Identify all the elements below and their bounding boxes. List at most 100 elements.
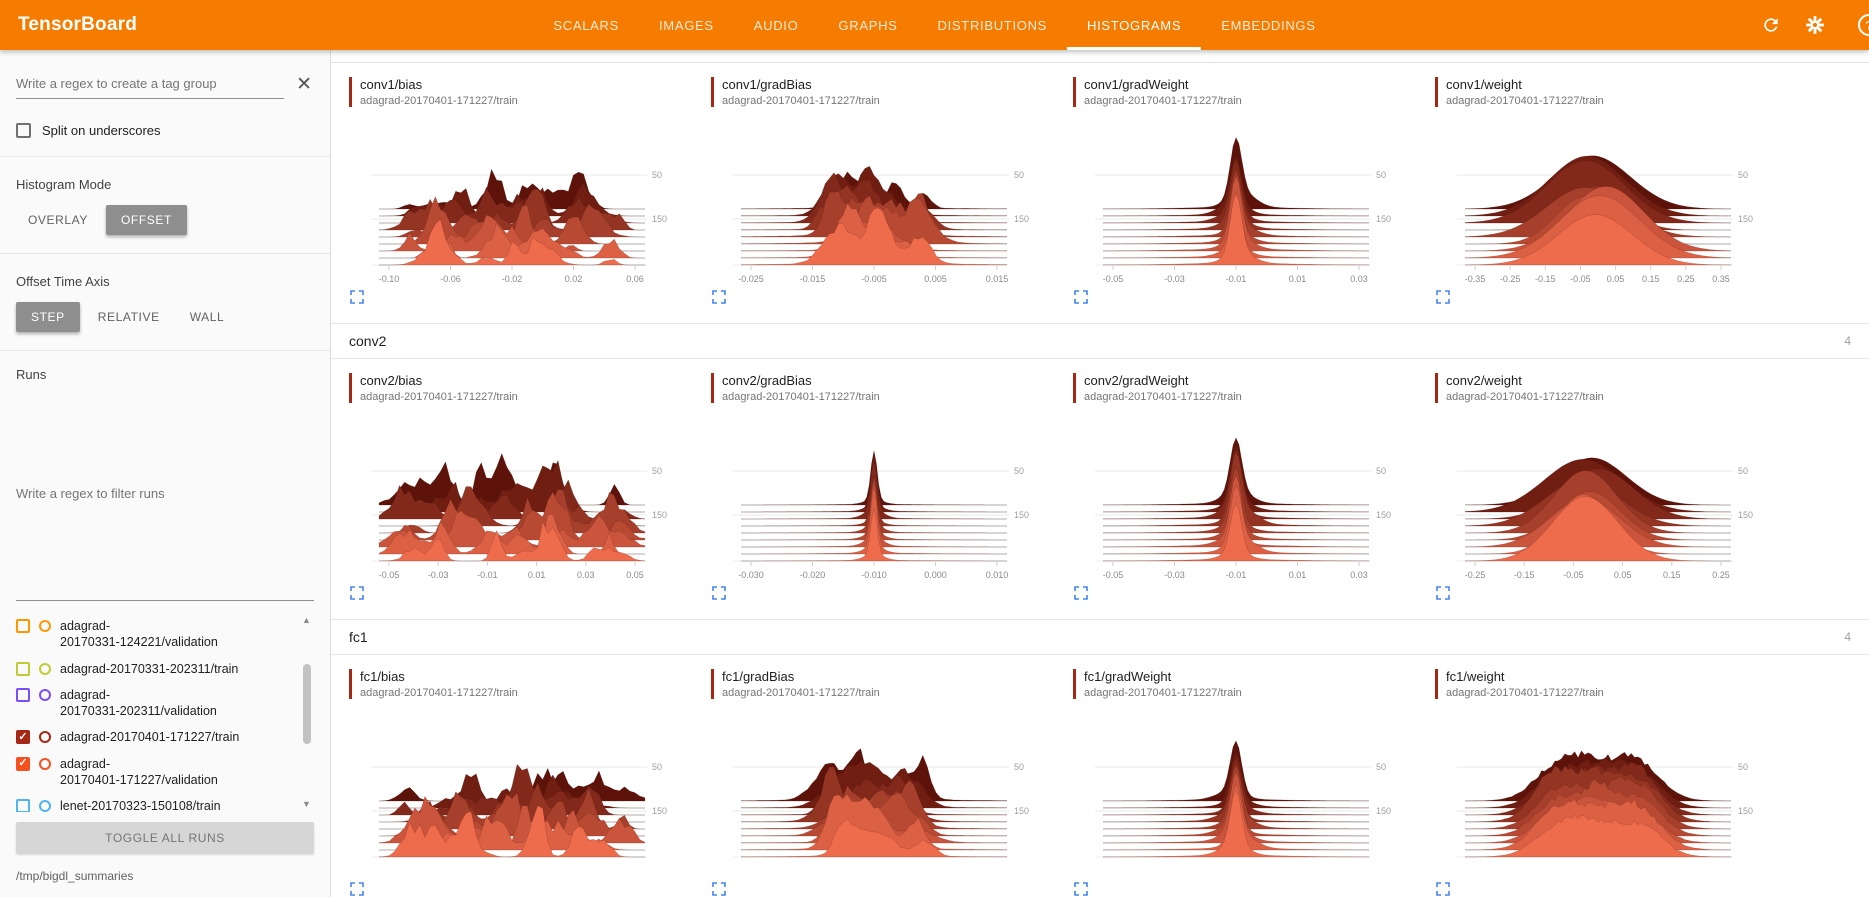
histogram-mode-offset-button[interactable]: OFFSET	[106, 205, 187, 235]
svg-text:-0.15: -0.15	[1535, 274, 1556, 284]
expand-button[interactable]	[1435, 881, 1453, 897]
histogram-card: fc1/gradWeight adagrad-20170401-171227/tr…	[1073, 669, 1419, 897]
help-icon[interactable]: ?	[1858, 14, 1869, 36]
run-checkbox[interactable]: ✓	[16, 730, 30, 745]
split-underscores-checkbox-row[interactable]: Split on underscores	[16, 123, 314, 138]
run-checkbox[interactable]: ✓	[16, 756, 30, 771]
run-list: adagrad- 20170331-124221/validation adagra…	[16, 613, 314, 812]
run-filter-input[interactable]	[16, 388, 314, 601]
svg-text:-0.05: -0.05	[379, 570, 400, 580]
expand-button[interactable]	[349, 881, 367, 897]
card-title: conv1/gradWeight	[1084, 77, 1189, 92]
section-header-fc1[interactable]: fc1 4	[331, 619, 1869, 655]
run-checkbox[interactable]	[16, 619, 30, 633]
run-row[interactable]: ✓ adagrad-20170401-171227/train	[16, 724, 292, 750]
expand-button[interactable]	[1073, 585, 1091, 603]
svg-text:0.03: 0.03	[1350, 274, 1368, 284]
expand-icon	[1074, 586, 1088, 600]
offset-time-axis-step-button[interactable]: STEP	[16, 302, 80, 332]
expand-button[interactable]	[349, 289, 367, 307]
svg-text:-0.25: -0.25	[1465, 570, 1486, 580]
log-directory-path: /tmp/bigdl_summaries	[16, 869, 134, 883]
run-row[interactable]: ✓ adagrad- 20170401-171227/validation	[16, 751, 292, 794]
tab-distributions[interactable]: DISTRIBUTIONS	[937, 17, 1048, 33]
expand-button[interactable]	[1073, 881, 1091, 897]
histogram-card: conv1/gradBias adagrad-20170401-171227/tr…	[711, 77, 1057, 307]
svg-text:0.03: 0.03	[1350, 570, 1368, 580]
run-checkbox[interactable]	[16, 799, 30, 812]
run-checkbox[interactable]	[16, 687, 30, 702]
tab-histograms[interactable]: HISTOGRAMS	[1067, 0, 1202, 50]
svg-text:-0.05: -0.05	[1103, 274, 1124, 284]
refresh-icon[interactable]	[1761, 15, 1781, 35]
svg-text:150: 150	[1738, 214, 1753, 224]
svg-text:50: 50	[652, 762, 662, 772]
svg-text:0.015: 0.015	[986, 274, 1009, 284]
card-title: conv1/gradBias	[722, 77, 812, 92]
offset-time-axis-relative-button[interactable]: RELATIVE	[97, 310, 160, 324]
run-label: adagrad- 20170331-202311/validation	[60, 687, 217, 718]
expand-icon	[350, 290, 364, 304]
svg-text:150: 150	[652, 806, 667, 816]
runs-label: Runs	[16, 367, 47, 382]
sidebar-footer: TOGGLE ALL RUNS /tmp/bigdl_summaries	[0, 812, 330, 897]
svg-text:150: 150	[1738, 806, 1753, 816]
run-row[interactable]: adagrad- 20170331-202311/validation	[16, 682, 292, 725]
settings-gear-icon[interactable]	[1805, 15, 1825, 35]
card-title: conv1/weight	[1446, 77, 1522, 92]
svg-text:0.02: 0.02	[565, 274, 583, 284]
section-header-conv2[interactable]: conv2 4	[331, 323, 1869, 359]
svg-text:-0.01: -0.01	[477, 570, 498, 580]
toggle-all-runs-button[interactable]: TOGGLE ALL RUNS	[16, 822, 314, 854]
histogram-mode-overlay-button[interactable]: OVERLAY	[28, 213, 88, 227]
tab-audio[interactable]: AUDIO	[753, 17, 799, 33]
close-icon[interactable]: ✕	[296, 74, 312, 95]
app-title: TensorBoard	[18, 14, 138, 35]
card-header: fc1/bias adagrad-20170401-171227/train	[349, 669, 695, 699]
svg-text:0.010: 0.010	[986, 570, 1009, 580]
run-color-swatch	[39, 800, 51, 812]
histogram-card: conv2/gradBias adagrad-20170401-171227/tr…	[711, 373, 1057, 603]
expand-button[interactable]	[711, 289, 729, 307]
tab-scalars[interactable]: SCALARS	[553, 17, 619, 33]
svg-text:50: 50	[1376, 170, 1386, 180]
run-row[interactable]: lenet-20170323-150108/train	[16, 793, 292, 812]
histogram-card: conv2/gradWeight adagrad-20170401-171227/…	[1073, 373, 1419, 603]
offset-time-axis-wall-button[interactable]: WALL	[189, 310, 225, 324]
tab-graphs[interactable]: GRAPHS	[838, 17, 898, 33]
header-actions	[1761, 15, 1851, 35]
svg-text:50: 50	[1014, 762, 1024, 772]
checkbox-icon[interactable]	[16, 123, 31, 138]
scroll-up-icon[interactable]: ▲	[302, 615, 311, 625]
svg-text:0.15: 0.15	[1642, 274, 1660, 284]
svg-text:-0.03: -0.03	[1164, 274, 1185, 284]
svg-text:0.35: 0.35	[1712, 274, 1730, 284]
card-title: fc1/gradBias	[722, 669, 795, 684]
run-row[interactable]: adagrad- 20170331-124221/validation	[16, 613, 292, 656]
scrollbar-thumb[interactable]	[302, 664, 311, 744]
expand-button[interactable]	[1073, 289, 1091, 307]
expand-button[interactable]	[349, 585, 367, 603]
expand-button[interactable]	[1435, 289, 1453, 307]
expand-button[interactable]	[711, 585, 729, 603]
histogram-chart: 50 150	[733, 748, 1029, 858]
card-run-name: adagrad-20170401-171227/train	[722, 95, 880, 107]
svg-text:150: 150	[1014, 806, 1029, 816]
tab-embeddings[interactable]: EMBEDDINGS	[1221, 17, 1316, 33]
histogram-card: fc1/bias adagrad-20170401-171227/train 50 1…	[349, 669, 695, 897]
expand-button[interactable]	[1435, 585, 1453, 603]
offset-time-axis-section: Offset Time Axis STEP RELATIVE WALL	[0, 254, 330, 351]
svg-text:0.01: 0.01	[528, 570, 546, 580]
scroll-down-icon[interactable]: ▼	[302, 799, 311, 809]
expand-icon	[1436, 586, 1450, 600]
tab-images[interactable]: IMAGES	[658, 17, 714, 33]
expand-icon	[1436, 290, 1450, 304]
card-header: conv1/bias adagrad-20170401-171227/train	[349, 77, 695, 107]
run-checkbox[interactable]	[16, 661, 30, 676]
card-header: fc1/weight adagrad-20170401-171227/train	[1435, 669, 1781, 699]
expand-button[interactable]	[711, 881, 729, 897]
card-title: fc1/weight	[1446, 669, 1505, 684]
run-row[interactable]: adagrad-20170331-202311/train	[16, 656, 292, 682]
tag-regex-input[interactable]	[16, 70, 285, 99]
card-run-name: adagrad-20170401-171227/train	[1084, 95, 1242, 107]
